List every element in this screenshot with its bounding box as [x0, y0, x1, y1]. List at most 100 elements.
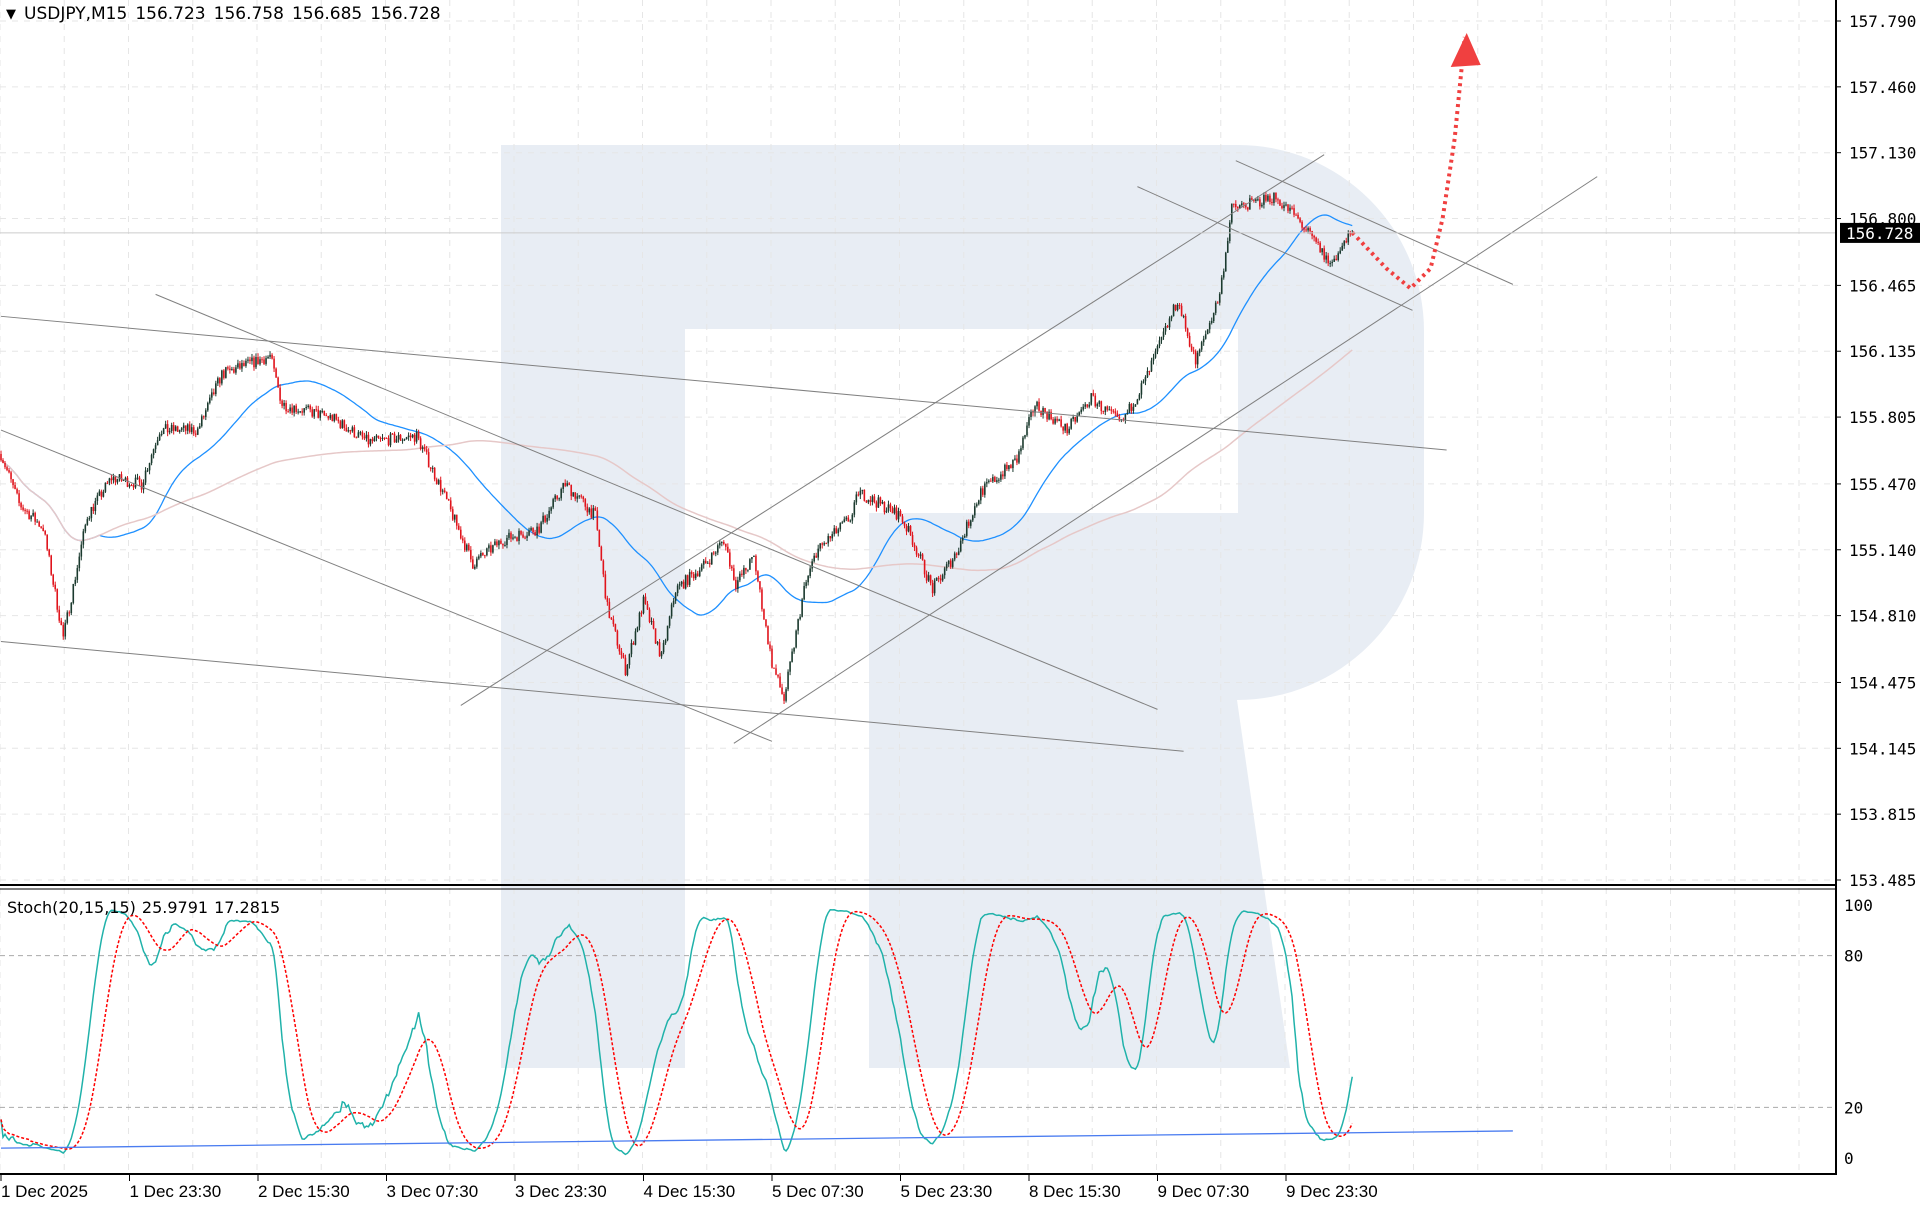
candle-bull: [702, 560, 705, 565]
stoch-d-line: [0, 910, 1353, 1150]
candle-bull: [514, 537, 516, 539]
candle-bear: [315, 409, 318, 411]
candle-bear: [184, 425, 187, 431]
candle-bear: [899, 510, 902, 517]
price-tick-label: 153.485: [1849, 871, 1916, 890]
candle-bull: [403, 439, 406, 441]
candle-bear: [534, 532, 536, 536]
candle-bear: [363, 436, 366, 439]
candle-bear: [725, 543, 727, 547]
candle-bear: [2, 459, 4, 463]
candle-bear: [781, 687, 783, 695]
candle-bull: [1014, 458, 1016, 460]
candle-bull: [959, 540, 962, 552]
collapse-triangle-icon[interactable]: ▼: [6, 6, 16, 22]
candle-bear: [1174, 304, 1177, 311]
candle-bull: [1285, 204, 1287, 206]
candle-bull: [476, 558, 478, 567]
candle-bull: [1054, 418, 1056, 424]
candle-bull: [799, 616, 801, 620]
open-value: 156.723: [135, 4, 206, 24]
candle-bear: [602, 560, 605, 575]
candle-bear: [349, 430, 352, 432]
candle-bear: [1265, 194, 1267, 201]
candle-bear: [1309, 228, 1311, 232]
candle-bull: [415, 431, 418, 442]
candle-bear: [590, 508, 593, 518]
candle-bull: [803, 585, 805, 600]
candle-bull: [819, 543, 821, 549]
candle-bear: [777, 674, 779, 677]
candle-bear: [48, 549, 50, 556]
candle-bull: [927, 575, 930, 581]
candle-bull: [1325, 255, 1327, 260]
candle-bear: [759, 581, 761, 590]
candle-bull: [1182, 316, 1185, 318]
candle-bear: [580, 495, 583, 497]
candle-bull: [144, 470, 147, 483]
trendline: [1137, 186, 1413, 311]
candle-bull: [395, 439, 398, 443]
candle-bear: [38, 521, 40, 527]
stoch-tick-label: 0: [1844, 1149, 1854, 1168]
candle-bear: [990, 480, 992, 482]
candle-bear: [532, 528, 534, 533]
candle-bull: [1331, 261, 1333, 264]
candle-bull: [897, 510, 900, 520]
candle-bear: [261, 359, 263, 361]
candle-bull: [694, 573, 697, 579]
candle-bear: [570, 484, 573, 497]
candle-bear: [967, 521, 970, 526]
candle-bull: [805, 582, 807, 586]
stoch-tick-label: 100: [1844, 896, 1873, 915]
candle-bull: [267, 356, 269, 359]
candle-bull: [660, 652, 663, 657]
candle-bull: [1152, 357, 1155, 361]
candle-bull: [1034, 406, 1036, 413]
candle-bull: [1257, 199, 1259, 201]
candle-bull: [259, 359, 261, 365]
candle-bull: [32, 512, 34, 516]
candle-bear: [644, 596, 647, 604]
candle-bull: [998, 479, 1000, 481]
candle-bull: [893, 507, 896, 514]
candle-bull: [70, 602, 73, 613]
trendline: [1235, 160, 1514, 285]
candle-bear: [1305, 229, 1307, 231]
candle-bear: [301, 411, 303, 413]
candle-bull: [373, 437, 376, 442]
candle-bear: [1038, 401, 1040, 411]
close-value: 156.728: [370, 4, 441, 24]
candle-bull: [437, 480, 440, 484]
candle-bull: [405, 437, 408, 440]
candle-bull: [1064, 423, 1066, 431]
candle-bull: [1104, 406, 1107, 412]
candle-bull: [150, 454, 153, 464]
candle-bull: [506, 537, 508, 545]
candle-bull: [164, 424, 167, 429]
candle-bull: [1333, 258, 1335, 262]
candle-bull: [1144, 377, 1147, 382]
candle-bull: [672, 600, 675, 605]
candle-bear: [783, 694, 785, 701]
candle-bear: [895, 507, 898, 520]
candle-bull: [78, 556, 81, 569]
candle-bull: [168, 431, 171, 433]
candle-bull: [980, 488, 982, 501]
candle-bull: [170, 424, 173, 432]
candle-bull: [849, 520, 852, 522]
candle-bear: [1106, 406, 1109, 410]
candle-bear: [166, 424, 169, 433]
candle-bear: [275, 368, 277, 378]
candle-bear: [586, 506, 589, 513]
candle-bull: [381, 437, 384, 439]
candle-bear: [46, 534, 48, 550]
candle-bull: [907, 526, 910, 532]
candle-bear: [604, 574, 607, 599]
candle-bear: [1116, 413, 1119, 417]
candle-bull: [855, 494, 858, 503]
candle-bear: [1245, 204, 1247, 208]
candle-bull: [843, 519, 846, 523]
candle-bear: [865, 500, 868, 503]
